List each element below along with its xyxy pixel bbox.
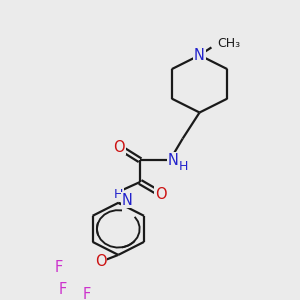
Text: N: N: [194, 48, 205, 63]
Text: F: F: [59, 282, 67, 297]
Text: H: H: [179, 160, 188, 173]
Text: O: O: [113, 140, 125, 155]
Text: CH₃: CH₃: [218, 37, 241, 50]
Text: O: O: [95, 254, 106, 269]
Text: N: N: [167, 153, 178, 168]
Text: H: H: [114, 188, 123, 201]
Text: F: F: [82, 287, 91, 300]
Text: O: O: [155, 187, 167, 202]
Text: N: N: [122, 193, 133, 208]
Text: F: F: [55, 260, 63, 274]
